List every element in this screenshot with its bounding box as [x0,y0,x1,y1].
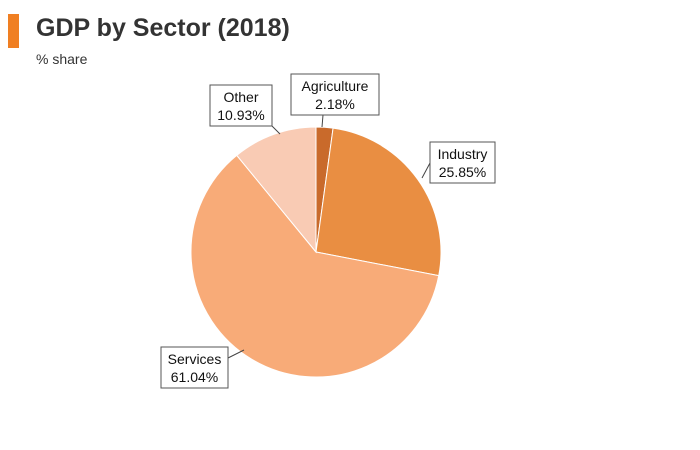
label-box [290,73,380,116]
data-label-industry: Industry 25.85% [421,141,496,184]
slice-name-label: Services [168,351,222,367]
label-box [209,84,273,127]
slice-name-label: Agriculture [302,78,369,94]
label-box [429,141,496,184]
label-box [160,346,229,389]
data-label-services: Services 61.04% [160,346,245,389]
label-connector [227,349,245,359]
slice-name-label: Industry [438,146,488,162]
title-accent-bar [8,14,19,48]
label-connector [421,162,431,179]
label-connector [321,114,324,128]
pie-slice-other [236,126,317,254]
data-label-agriculture: Agriculture 2.18% [290,73,380,128]
chart-title: GDP by Sector (2018) [36,14,290,42]
label-connector [271,125,281,135]
slice-value-label: 10.93% [217,107,264,123]
data-label-other: Other 10.93% [209,84,281,135]
pie-slice-services [190,154,440,378]
pie-slice-industry [315,127,442,277]
slice-value-label: 25.85% [439,164,486,180]
slice-value-label: 61.04% [171,369,218,385]
slice-value-label: 2.18% [315,96,355,112]
chart-subtitle: % share [36,51,88,67]
slice-name-label: Other [223,89,258,105]
